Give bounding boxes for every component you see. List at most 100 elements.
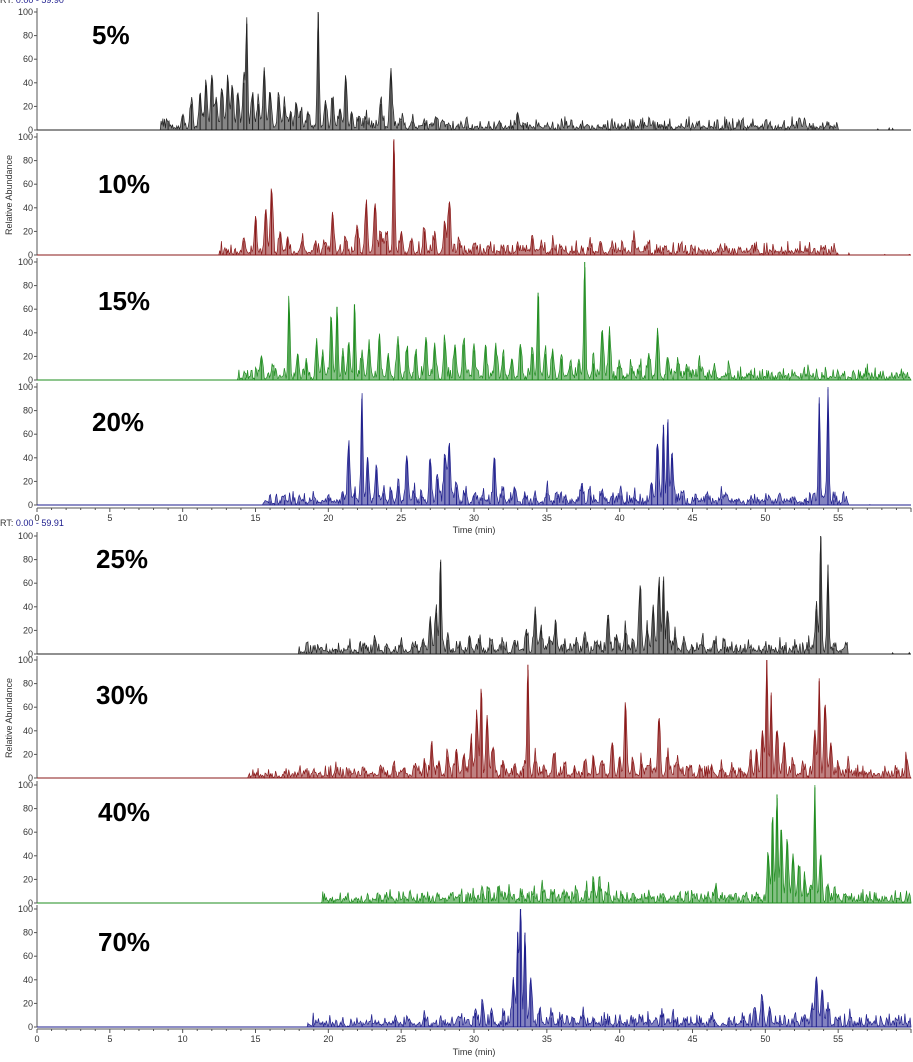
trace-panel-10pct: 0 20 40 60 80 100 10% [18,132,911,260]
y-tick-label: 40 [23,975,33,985]
y-tick-label: 0 [28,1022,33,1032]
chromatogram-trace [37,908,912,1029]
chromatogram-trace [37,13,911,132]
x-tick-label: 20 [323,1034,333,1044]
x-tick-label: 15 [250,513,260,523]
y-tick-label: 40 [23,851,33,861]
x-tick-label: 15 [250,1034,260,1044]
x-tick-label: 20 [323,513,333,523]
y-tick-label: 60 [23,179,33,189]
rt-prefix: RT: [0,0,16,5]
x-tick-label: 30 [469,1034,479,1044]
x-tick-label: 40 [615,1034,625,1044]
x-tick-label: 5 [107,513,112,523]
y-tick-label: 80 [23,928,33,938]
x-tick-label: 45 [687,1034,697,1044]
gradient-percent-label: 70% [98,927,150,957]
x-tick-label: 55 [833,1034,843,1044]
trace-panel-25pct: 0 20 40 60 80 100 25% [18,531,911,659]
y-tick-label: 0 [28,898,33,908]
y-tick-label: 40 [23,328,33,338]
y-tick-label: 20 [23,226,33,236]
y-tick-label: 80 [23,156,33,166]
y-tick-label: 100 [18,382,33,392]
y-tick-label: 40 [23,453,33,463]
x-tick-label: 45 [687,513,697,523]
y-tick-label: 100 [18,904,33,914]
chromatogram-group-2: RT: 0.00 - 59.9102040608010025%020406080… [0,518,912,1057]
x-tick-label: 35 [542,513,552,523]
gradient-percent-label: 10% [98,169,150,199]
y-tick-label: 100 [18,7,33,17]
x-tick-label: 40 [615,513,625,523]
chromatogram-group-1: RT: 0.00 - 59.900204060801005%0204060801… [0,0,912,535]
rt-prefix: RT: [0,518,16,528]
y-tick-label: 80 [23,406,33,416]
y-tick-label: 60 [23,304,33,314]
chromatogram-trace [37,659,912,780]
x-tick-label: 0 [34,513,39,523]
trace-panel-30pct: 0 20 40 60 80 100 30% [18,655,912,783]
y-axis-title: Relative Abundance [4,678,14,758]
trace-panel-20pct: 0 20 40 60 80 100 20% [18,382,911,510]
y-tick-label: 20 [23,625,33,635]
y-tick-label: 80 [23,679,33,689]
y-tick-label: 20 [23,101,33,111]
y-axis-title: Relative Abundance [4,155,14,235]
gradient-percent-label: 20% [92,407,144,437]
x-tick-label: 50 [760,1034,770,1044]
gradient-percent-label: 40% [98,797,150,827]
chromatogram-trace [37,386,911,507]
x-tick-label: 55 [833,513,843,523]
chromatogram-trace [37,784,912,905]
gradient-percent-label: 15% [98,286,150,316]
y-tick-label: 100 [18,257,33,267]
y-tick-label: 20 [23,874,33,884]
rt-value: 0.00 - 59.91 [16,518,64,528]
y-tick-label: 80 [23,31,33,41]
y-tick-label: 60 [23,702,33,712]
trace-panel-40pct: 0 20 40 60 80 100 40% [18,780,912,908]
trace-panel-5pct: 0 20 40 60 80 100 5% [18,7,911,135]
trace-panel-70pct: 0 20 40 60 80 100 70% [18,904,912,1032]
y-tick-label: 20 [23,749,33,759]
gradient-percent-label: 5% [92,20,130,50]
x-tick-label: 25 [396,1034,406,1044]
x-tick-label: 0 [34,1034,39,1044]
trace-panel-15pct: 0 20 40 60 80 100 15% [18,257,912,385]
y-tick-label: 0 [28,649,33,659]
y-tick-label: 40 [23,78,33,88]
chromatogram-trace [37,141,911,256]
y-tick-label: 100 [18,780,33,790]
y-tick-label: 60 [23,578,33,588]
y-tick-label: 0 [28,500,33,510]
x-tick-label: 10 [178,513,188,523]
y-tick-label: 60 [23,429,33,439]
rt-range-label: RT: 0.00 - 59.91 [0,518,64,528]
chromatogram-trace [37,537,911,655]
y-tick-label: 40 [23,602,33,612]
x-tick-label: 25 [396,513,406,523]
y-tick-label: 80 [23,281,33,291]
y-tick-label: 80 [23,555,33,565]
y-tick-label: 0 [28,250,33,260]
x-axis-title: Time (min) [453,1047,496,1057]
y-tick-label: 0 [28,773,33,783]
gradient-percent-label: 25% [96,544,148,574]
x-tick-label: 50 [760,513,770,523]
y-tick-label: 40 [23,203,33,213]
x-tick-label: 30 [469,513,479,523]
y-tick-label: 60 [23,951,33,961]
gradient-percent-label: 30% [96,680,148,710]
y-tick-label: 40 [23,726,33,736]
y-tick-label: 20 [23,998,33,1008]
x-tick-label: 35 [542,1034,552,1044]
y-tick-label: 80 [23,804,33,814]
y-tick-label: 0 [28,125,33,135]
x-tick-label: 10 [178,1034,188,1044]
y-tick-label: 60 [23,827,33,837]
rt-range-label: RT: 0.00 - 59.90 [0,0,64,5]
x-tick-label: 5 [107,1034,112,1044]
x-axis-title: Time (min) [453,525,496,535]
